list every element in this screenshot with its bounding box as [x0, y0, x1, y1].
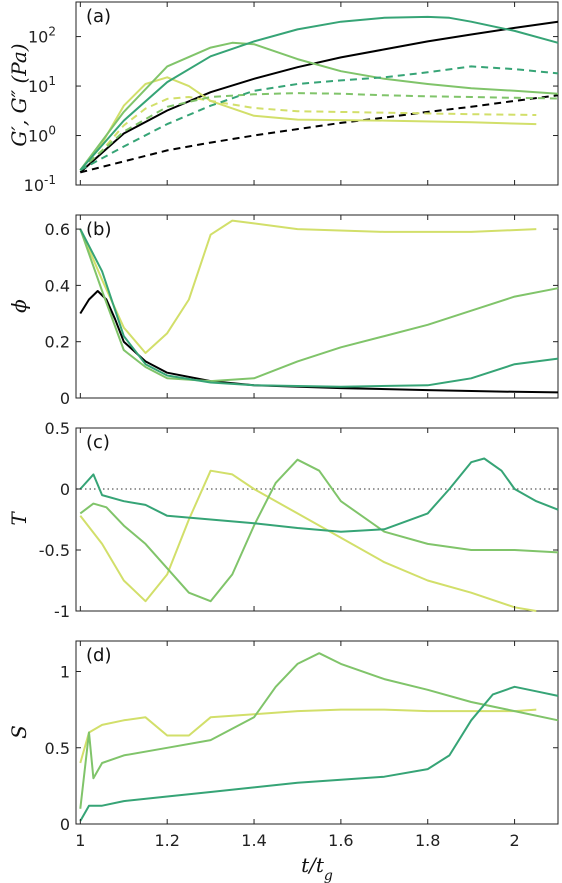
panel-c-series-group: [76, 457, 559, 612]
panel-a-ylabel: G′, G″ (Pa): [7, 43, 31, 146]
panel-a-label: (a): [86, 6, 111, 27]
series-line-3: [79, 228, 559, 383]
panel-d-frame: [75, 640, 559, 825]
series-line-8: [79, 65, 559, 171]
xlabel-g: g: [324, 868, 333, 883]
y-tick-label: 0.4: [45, 276, 70, 295]
panel-d: (d) S 00.51 1 1.2 1.4 1.6 1.8 2 t/tg: [7, 640, 559, 883]
x-tick-label: 1.2: [154, 831, 179, 850]
panel-d-xticks: 1 1.2 1.4 1.6 1.8 2: [75, 641, 520, 850]
series-line-1: [79, 469, 537, 612]
panel-c-frame: [75, 427, 559, 612]
panel-d-series-group: [79, 652, 559, 822]
panel-a-frame: [75, 1, 559, 186]
panel-b-yticks: 0 0.2 0.4 0.6: [45, 215, 558, 408]
y-tick-label: 102: [28, 25, 56, 47]
series-line-1: [79, 708, 537, 764]
series-line-1: [79, 20, 559, 174]
y-tick-exp: 0: [48, 124, 56, 138]
panel-d-xlabel: t/tg: [301, 853, 333, 883]
panel-b-frame: [75, 214, 559, 399]
series-line-3: [79, 457, 559, 533]
y-tick-exp: -1: [44, 173, 56, 187]
series-line-3: [79, 685, 559, 822]
series-line-1: [79, 290, 559, 394]
x-tick-label: 2: [509, 831, 519, 850]
y-tick-label: 10-1: [24, 173, 56, 195]
panel-b: (b) ϕ 0 0.2 0.4 0.6: [7, 214, 559, 408]
panel-b-label: (b): [86, 219, 111, 240]
y-tick-label: 101: [28, 74, 56, 96]
y-tick-label: 100: [28, 124, 56, 146]
y-tick-label: 0.5: [45, 419, 70, 438]
series-line-2: [79, 458, 559, 603]
series-line-3: [79, 76, 537, 171]
xlabel-t: t/t: [301, 853, 325, 877]
panel-d-ylabel: S: [7, 725, 31, 739]
y-tick-base: 10: [28, 127, 48, 146]
y-tick-label: -1: [54, 602, 70, 621]
panel-c-ylabel: T: [7, 511, 31, 526]
y-tick-base: 10: [24, 176, 44, 195]
panel-c: (c) T -1 -0.5 0 0.5: [7, 419, 559, 621]
series-line-7: [79, 15, 559, 171]
panel-d-yticks: 00.51: [45, 663, 558, 834]
y-tick-exp: 2: [48, 25, 56, 39]
y-tick-label: 0: [60, 480, 70, 499]
y-tick-base: 10: [28, 28, 48, 47]
x-tick-label: 1.8: [415, 831, 440, 850]
y-tick-exp: 1: [48, 74, 56, 88]
series-line-2: [79, 219, 537, 354]
series-line-4: [79, 228, 559, 388]
series-line-2: [79, 652, 559, 809]
y-tick-label: 0.2: [45, 333, 70, 352]
y-tick-label: 0.5: [45, 739, 70, 758]
panel-c-label: (c): [86, 432, 110, 453]
panel-d-label: (d): [86, 645, 111, 666]
panel-a-series-group: [79, 15, 559, 174]
y-tick-label: 0: [60, 815, 70, 834]
y-tick-base: 10: [28, 77, 48, 96]
series-line-2: [80, 94, 559, 174]
series-line-4: [79, 96, 537, 171]
y-tick-label: 0.6: [45, 220, 70, 239]
x-tick-label: 1: [75, 831, 85, 850]
panel-c-yticks: -1 -0.5 0 0.5: [39, 419, 558, 621]
panel-b-series-group: [79, 219, 559, 394]
series-line-5: [79, 41, 559, 171]
y-tick-label: 1: [60, 663, 70, 682]
panel-b-ylabel: ϕ: [7, 299, 31, 313]
x-tick-label: 1.4: [241, 831, 266, 850]
y-tick-label: 0: [60, 389, 70, 408]
y-tick-label: -0.5: [39, 541, 70, 560]
x-tick-label: 1.6: [328, 831, 353, 850]
series-line-6: [79, 92, 559, 171]
